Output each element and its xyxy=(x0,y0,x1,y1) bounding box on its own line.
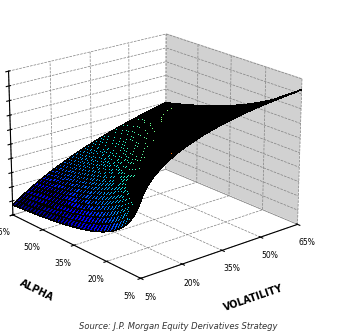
Y-axis label: ALPHA: ALPHA xyxy=(18,278,55,303)
Text: Source: J.P. Morgan Equity Derivatives Strategy: Source: J.P. Morgan Equity Derivatives S… xyxy=(79,322,278,331)
X-axis label: VOLATILITY: VOLATILITY xyxy=(223,284,285,313)
